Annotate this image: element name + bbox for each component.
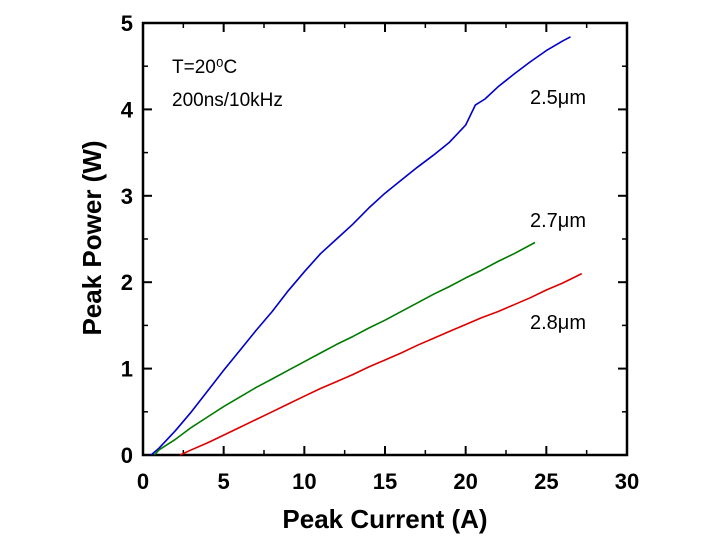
- y-tick-label: 4: [121, 97, 134, 122]
- x-tick-label: 30: [615, 469, 639, 494]
- y-tick-label: 2: [121, 270, 133, 295]
- series-line-2: [179, 272, 583, 456]
- y-axis-title: Peak Power (W): [77, 140, 107, 335]
- y-tick-label: 3: [121, 184, 133, 209]
- series-layer: [150, 36, 583, 456]
- y-tick-label: 0: [121, 443, 133, 468]
- x-tick-label: 15: [373, 469, 397, 494]
- x-tick-label: 0: [137, 469, 149, 494]
- y-tick-label: 1: [121, 357, 133, 382]
- y-tick-label: 5: [121, 11, 133, 36]
- series-label-2-7um: 2.7μm: [530, 210, 586, 232]
- x-tick-label: 5: [218, 469, 230, 494]
- x-tick-label: 20: [453, 469, 477, 494]
- annotation-temperature: T=20⁰C: [172, 57, 237, 78]
- x-tick-label: 10: [292, 469, 316, 494]
- series-line-0: [150, 36, 571, 456]
- series-label-2-5um: 2.5μm: [530, 87, 586, 109]
- x-axis-title: Peak Current (A): [282, 504, 487, 534]
- annotation-pulse: 200ns/10kHz: [172, 90, 283, 111]
- series-label-2-8um: 2.8μm: [530, 312, 586, 334]
- text-layer: Peak Current (A) Peak Power (W) T=20⁰C 2…: [77, 57, 586, 534]
- series-line-1: [153, 241, 536, 456]
- x-tick-label: 25: [534, 469, 558, 494]
- axes-layer: 0 5 10 15 20 25 30 0 1 2 3 4 5: [121, 11, 639, 494]
